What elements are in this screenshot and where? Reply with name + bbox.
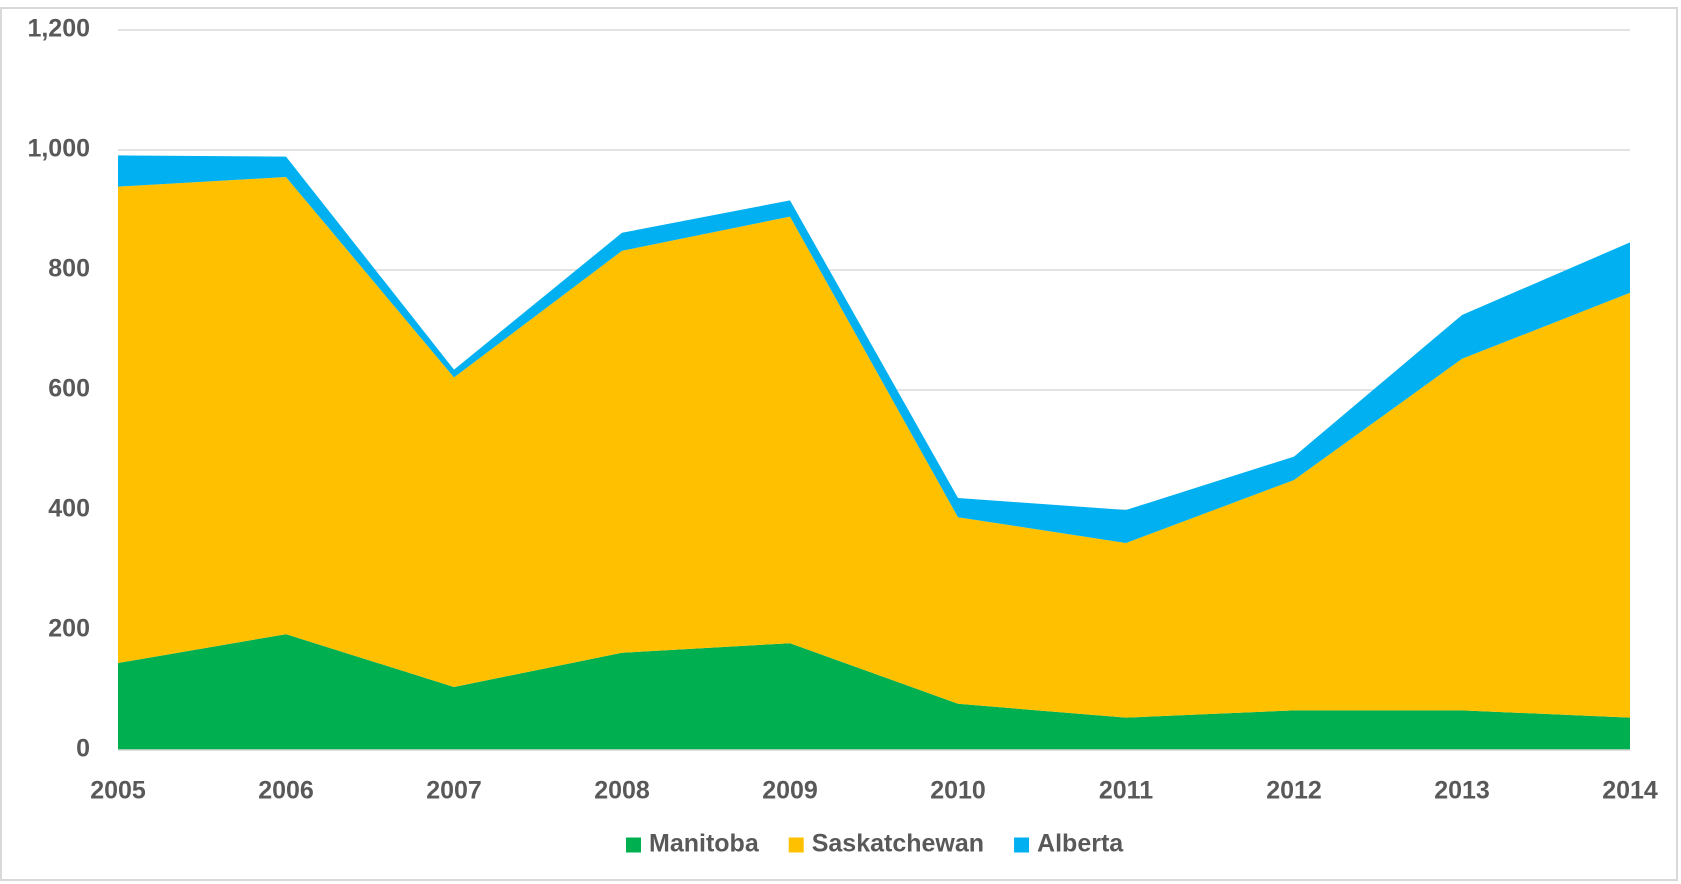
x-tick-label: 2010 [930,777,986,805]
x-tick-label: 2014 [1602,777,1658,805]
y-tick-label: 800 [48,255,90,283]
legend-label: Manitoba [649,830,760,858]
area [118,155,1630,543]
x-tick-label: 2008 [594,777,650,805]
area [118,634,1630,750]
y-tick-label: 600 [48,375,90,403]
y-tick-label: 1,000 [27,135,90,163]
y-tick-label: 200 [48,615,90,643]
x-tick-label: 2005 [90,777,146,805]
x-tick-label: 2012 [1266,777,1322,805]
legend-label: Saskatchewan [812,830,984,858]
legend-label: Alberta [1037,830,1124,858]
x-tick-label: 2011 [1099,777,1153,805]
y-tick-label: 0 [76,735,90,763]
legend-swatch [1014,837,1030,853]
x-tick-label: 2013 [1434,777,1490,805]
x-tick-label: 2009 [762,777,818,805]
y-tick-label: 1,200 [27,15,90,43]
legend-swatch [788,837,804,853]
x-tick-label: 2006 [258,777,314,805]
legend-swatch [626,837,641,853]
y-tick-label: 400 [48,495,90,523]
area [118,177,1630,718]
x-tick-label: 2007 [426,777,482,805]
